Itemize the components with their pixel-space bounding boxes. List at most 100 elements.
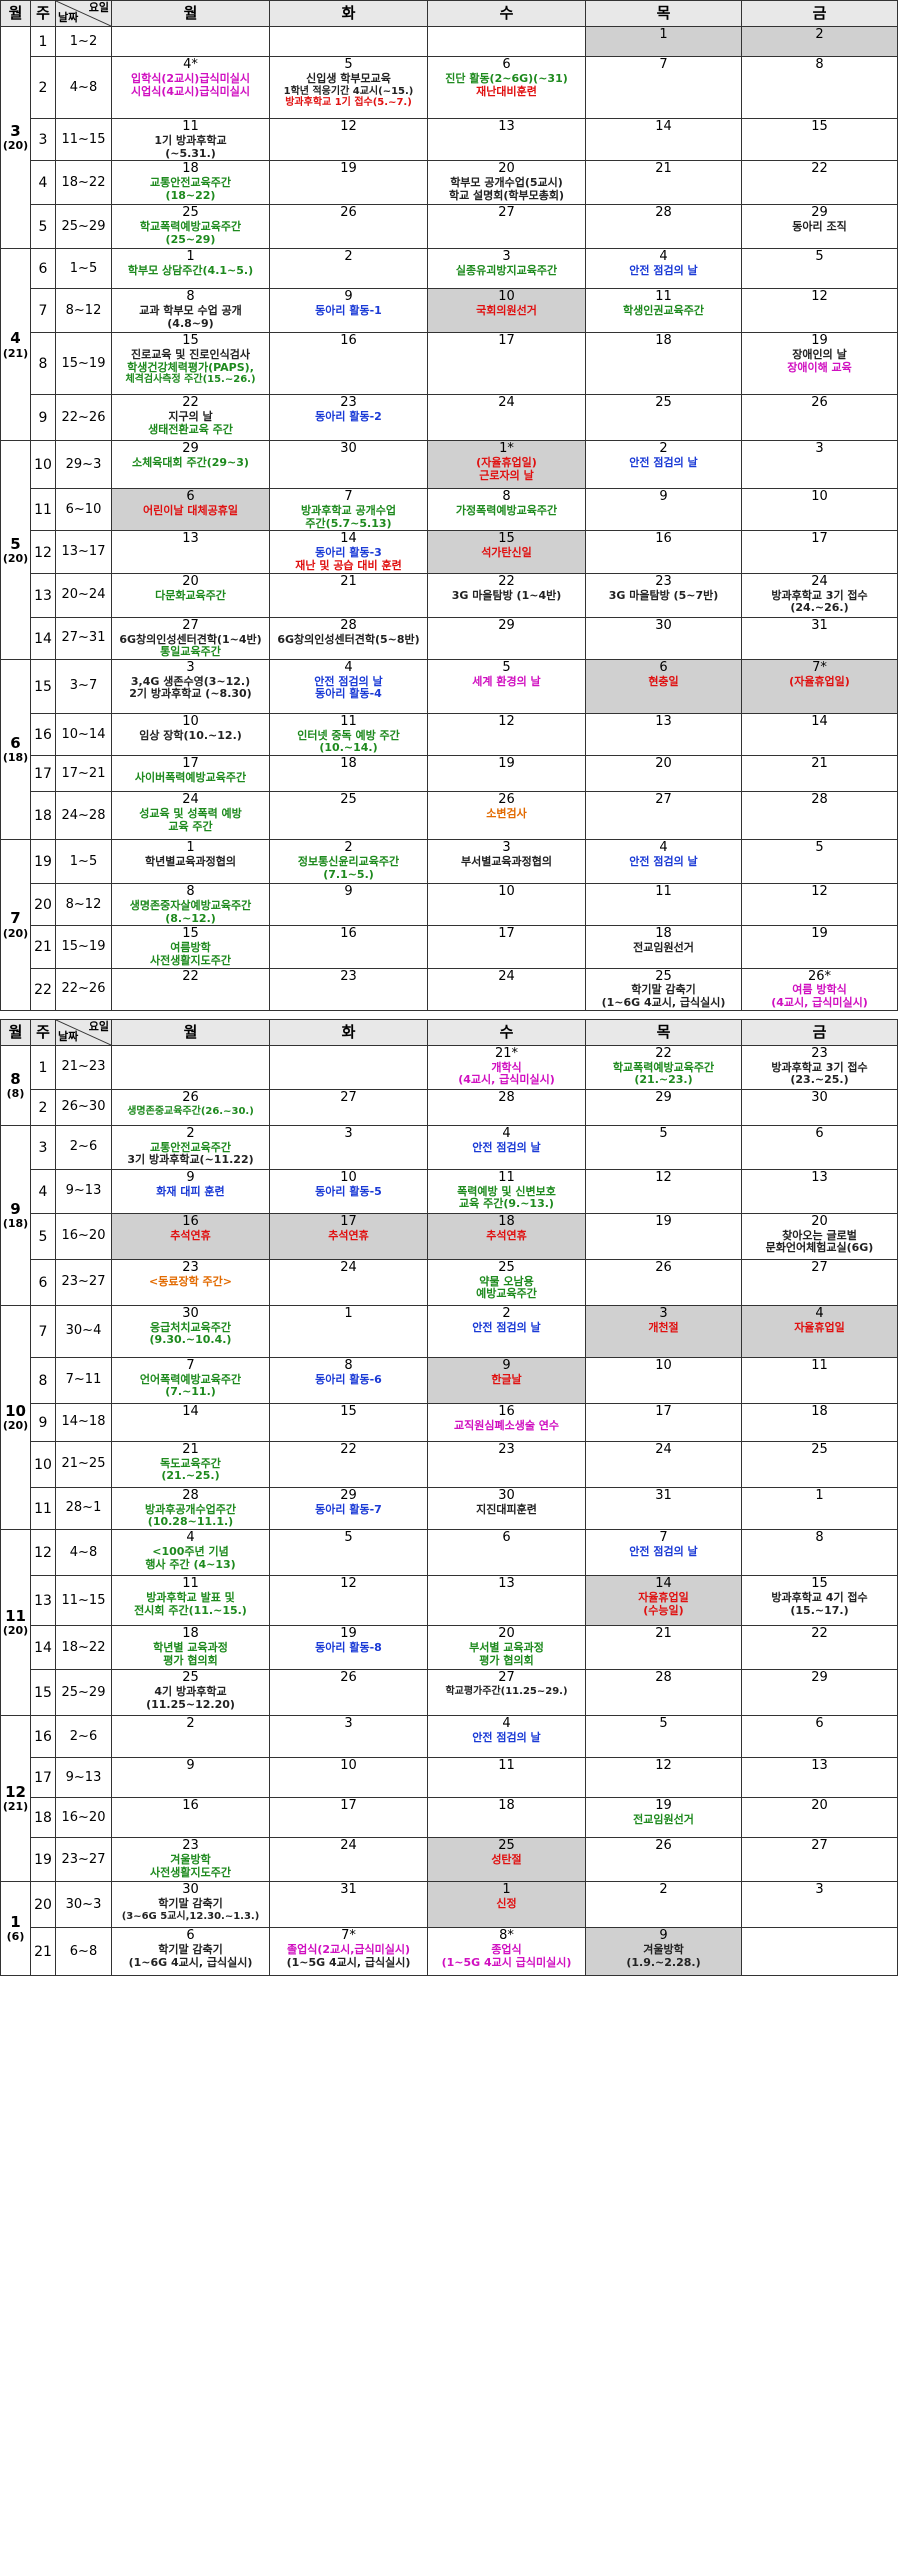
day-cell: 27 xyxy=(427,204,586,250)
day-cell: 7 언어폭력예방교육주간 (7.~11.) xyxy=(111,1356,270,1404)
day-cell: 28 방과후공개수업주간 (10.28~11.1.) xyxy=(111,1486,270,1530)
day-number: 3 xyxy=(344,1715,353,1731)
day-number: 14 xyxy=(340,531,357,547)
day-number: 29 xyxy=(811,1669,828,1685)
day-number: 17 xyxy=(811,531,828,547)
week-row: 4 (21) 6 1~5 1 학부모 상담주간(4.1~5.) 2 3 실종유괴방지교육주간 4 안… xyxy=(0,248,898,442)
day-number: 11 xyxy=(182,1575,199,1591)
event-text: 학교폭력예방교육주간 xyxy=(139,220,242,234)
header-month: 월 xyxy=(0,1018,31,1046)
day-cell: 11 xyxy=(741,1356,898,1404)
day-number: 10 xyxy=(498,289,515,305)
day-number: 19 xyxy=(340,161,357,177)
day-number: 7 xyxy=(659,1529,668,1545)
week-number: 4 xyxy=(30,160,56,206)
week-number: 3 xyxy=(30,1124,56,1170)
event-text: 안전 점검의 날 xyxy=(472,1140,541,1154)
day-number: 16 xyxy=(655,531,672,547)
date-range: 16~20 xyxy=(55,1212,112,1260)
date-range: 13~17 xyxy=(55,530,112,574)
day-number: 27 xyxy=(811,1259,828,1275)
day-cell: 14 xyxy=(741,712,898,757)
date-range: 6~8 xyxy=(55,1926,112,1976)
event-text: 가정폭력예방교육주간 xyxy=(455,504,558,518)
day-cell: 24 xyxy=(269,1258,428,1306)
month-cell: 6 (18) xyxy=(0,658,31,841)
day-cell: 23 <동료장학 주간> xyxy=(111,1258,270,1306)
day-number: 3 xyxy=(659,1305,668,1321)
event-text: 안전 점검의 날 xyxy=(629,264,698,278)
day-cell: 1 xyxy=(741,1486,898,1530)
day-cell: 9 xyxy=(111,1756,270,1798)
day-number: 17 xyxy=(340,1797,357,1813)
week-row: 5 16~20 16 추석연휴 17 추석연휴 18 추석연휴 19 20 찾아오는 글로벌 문화언어… xyxy=(1,1212,898,1260)
date-range: 9~13 xyxy=(55,1756,112,1798)
day-number: 29 xyxy=(340,1487,357,1503)
day-number: 19 xyxy=(811,333,828,349)
event-text: (자율휴업일) xyxy=(789,674,850,688)
day-number: 12 xyxy=(655,1757,672,1773)
week-number: 8 xyxy=(30,1356,56,1404)
day-cell: 21 xyxy=(741,755,898,793)
day-cell: 18 추석연휴 xyxy=(427,1212,586,1260)
day-cell: 9 화재 대피 훈련 xyxy=(111,1168,270,1214)
day-cell xyxy=(111,1044,270,1090)
day-cell: 6 학기말 감축기 (1~6G 4교시, 급식실시) xyxy=(111,1926,270,1976)
event-text: 여름방학 xyxy=(170,941,211,955)
month-number: 10 xyxy=(5,1401,26,1420)
week-number: 4 xyxy=(30,1168,56,1214)
day-number: 23 xyxy=(655,573,672,589)
month-school-days: (21) xyxy=(2,1800,29,1814)
event-text: 근로자의 날 xyxy=(479,468,534,482)
day-cell: 11 폭력예방 및 신변보호 교육 주간(9.~13.) xyxy=(427,1168,586,1214)
week-row: 17 9~13 9 10 11 12 13 xyxy=(1,1756,898,1798)
event-text: 자율휴업일 xyxy=(638,1590,689,1604)
day-number: 21 xyxy=(340,573,357,589)
day-number: 10 xyxy=(182,713,199,729)
month-cell: 8 (8) xyxy=(0,1044,31,1126)
event-text: 독도교육주간 xyxy=(160,1456,221,1470)
event-text: (4교시, 급식미실시) xyxy=(771,996,868,1010)
day-number: 29 xyxy=(811,205,828,221)
week-row: 8 (8) 1 21~23 21* 개학식 (4교시, 급식미실시) 22 학교폭력예방교육주간… xyxy=(0,1044,898,1126)
event-text: 방과후학교 발표 및 xyxy=(146,1590,235,1604)
day-cell: 9 동아리 활동-1 xyxy=(269,288,428,334)
day-number: 7 xyxy=(186,1357,195,1373)
event-text: 행사 주간 (4~13) xyxy=(145,1557,236,1571)
day-number: 26 xyxy=(498,792,515,808)
day-number: 27 xyxy=(498,205,515,221)
day-cell: 9 xyxy=(269,883,428,927)
event-text: 정보통신윤리교육주간 xyxy=(297,855,400,869)
event-text: (수능일) xyxy=(643,1603,684,1617)
event-text: 세계 환경의 날 xyxy=(472,674,541,688)
day-number: 7* xyxy=(812,659,827,675)
day-number: 25 xyxy=(498,1837,515,1853)
month-number: 9 xyxy=(10,1199,21,1218)
day-number: 20 xyxy=(655,756,672,772)
day-cell: 4 안전 점검의 날 xyxy=(427,1714,586,1758)
event-text: 안전 점검의 날 xyxy=(314,674,383,688)
day-cell: 17 xyxy=(741,530,898,574)
week-number: 9 xyxy=(30,1402,56,1442)
event-text: (18~22) xyxy=(165,188,216,202)
day-number: 2 xyxy=(344,249,353,265)
day-number: 3 xyxy=(502,249,511,265)
event-text: 한글날 xyxy=(491,1372,522,1386)
week-number: 1 xyxy=(30,26,56,57)
day-number: 12 xyxy=(811,884,828,900)
event-text: (8.~12.) xyxy=(165,911,216,925)
day-cell: 22 지구의 날 생태전환교육 주간 xyxy=(111,394,270,442)
day-number: 3 xyxy=(815,441,824,457)
header-day-date: 요일 날짜 xyxy=(55,1018,112,1046)
week-row: 9 (18) 3 2~6 2 교통안전교육주간 3기 방과후학교(~11.22) 3 4 안전 점… xyxy=(0,1124,898,1306)
event-text: 추석연휴 xyxy=(170,1228,211,1242)
day-cell: 17 xyxy=(269,1796,428,1838)
day-number: 13 xyxy=(811,1169,828,1185)
event-text: 학교평가주간(11.25~29.) xyxy=(445,1685,568,1697)
day-cell: 6 xyxy=(741,1714,898,1758)
day-number: 28 xyxy=(811,792,828,808)
event-text: 학부모 상담주간(4.1~5.) xyxy=(127,264,254,278)
day-cell: 12 xyxy=(741,883,898,927)
week-row: 11 6~10 6 어린이날 대체공휴일 7 방과후학교 공개수업 주간(5.7~5.13)… xyxy=(1,488,898,532)
event-text: 교통안전교육주간 xyxy=(150,176,231,190)
